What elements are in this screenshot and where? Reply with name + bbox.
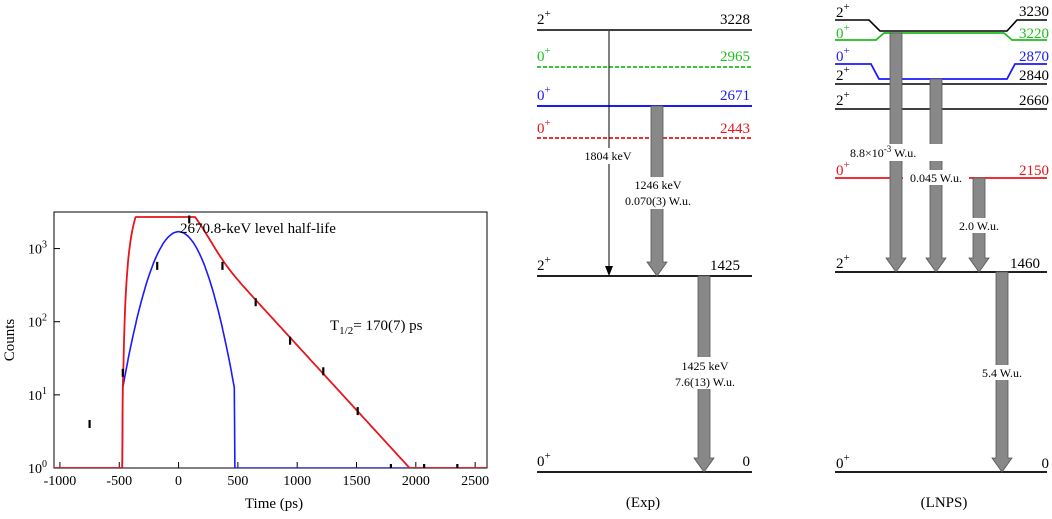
lnps-spin-3220: 0+: [836, 22, 850, 42]
exp-label-1246-energy: 1246 keV: [635, 178, 682, 192]
exp-label-1425-energy: 1425 keV: [682, 359, 729, 373]
prompt-response-curve: [54, 230, 487, 468]
exp-spin-2965: 0+: [537, 45, 551, 65]
exp-energy-2443: 2443: [720, 121, 750, 137]
lnps-energy-0: 0: [1042, 456, 1050, 472]
y-axis-label: Counts: [2, 319, 18, 362]
x-tick-label: 2000: [402, 474, 430, 489]
exp-spin-2443: 0+: [537, 117, 551, 137]
lnps-energy-1460: 1460: [1010, 256, 1040, 272]
lnps-label-2840: 0.045 W.u.: [910, 171, 962, 185]
lnps-level-scheme: 2+ 0+ 0+ 2+ 2+ 0+ 2+ 0+ 3230 3220 2870 2…: [835, 1, 1049, 511]
y-axis-ticks: 100 101 102 103: [28, 240, 60, 477]
decay-fit-curve: [54, 216, 487, 468]
x-tick-label: 1000: [283, 474, 311, 489]
exp-label-1804: 1804 keV: [585, 149, 632, 163]
y-tick-label: 102: [28, 313, 47, 331]
exp-label-1425-bE: 7.6(13) W.u.: [675, 375, 735, 389]
lnps-spin-2660: 2+: [836, 89, 850, 109]
x-axis-ticks: -1000 -500 0 500 1000 1500 2000 2500: [44, 462, 489, 489]
lnps-caption: (LNPS): [921, 495, 968, 511]
y-tick-label: 101: [28, 386, 47, 404]
exp-energy-3228: 3228: [720, 12, 750, 28]
lnps-level-2870: [835, 63, 1047, 80]
plot-title: 2670.8-keV level half-life: [180, 221, 336, 237]
exp-energy-2965: 2965: [720, 49, 750, 65]
exp-caption: (Exp): [626, 495, 660, 511]
x-tick-label: -1000: [44, 474, 77, 489]
x-axis-label: Time (ps): [245, 496, 303, 512]
data-points: [88, 215, 459, 468]
lnps-spin-1460: 2+: [836, 252, 850, 272]
decay-plot: -1000 -500 0 500 1000 1500 2000 2500 1001011021…: [2, 211, 489, 512]
lnps-label-3220: 8.8×10-3 W.u.: [850, 144, 916, 160]
lnps-energy-2660: 2660: [1019, 93, 1049, 109]
exp-energy-1425: 1425: [710, 258, 740, 274]
lnps-spin-0: 0+: [836, 452, 850, 472]
plot-frame: [53, 211, 488, 469]
lnps-label-1460: 5.4 W.u.: [982, 366, 1022, 380]
x-tick-label: 0: [175, 474, 182, 489]
halflife-label: T1/2= 170(7) ps: [330, 318, 423, 337]
exp-spin-1425: 2+: [537, 254, 551, 274]
x-tick-label: 500: [227, 474, 248, 489]
lnps-energy-3230: 3230: [1019, 4, 1049, 20]
exp-energy-0: 0: [743, 454, 751, 470]
lnps-spin-3230: 2+: [836, 1, 850, 21]
lnps-energy-2840: 2840: [1019, 68, 1049, 84]
lnps-spin-2840: 2+: [836, 64, 850, 84]
exp-label-1246-bE: 0.070(3) W.u.: [625, 194, 691, 208]
x-tick-label: -500: [106, 474, 132, 489]
lnps-level-3230: [835, 19, 1047, 32]
lnps-energy-3220: 3220: [1019, 26, 1049, 42]
exp-spin-3228: 2+: [537, 8, 551, 28]
lnps-label-2150: 2.0 W.u.: [959, 219, 999, 233]
exp-spin-0: 0+: [537, 450, 551, 470]
x-tick-label: 1500: [343, 474, 371, 489]
exp-spin-2671: 0+: [537, 84, 551, 104]
x-tick-label: 2500: [461, 474, 489, 489]
lnps-spin-2150: 0+: [836, 159, 850, 179]
exp-energy-2671: 2671: [720, 88, 750, 104]
y-tick-label: 100: [28, 459, 47, 477]
lnps-level-3220: [835, 32, 1047, 41]
lnps-spin-2870: 0+: [836, 45, 850, 65]
exp-level-scheme: 2+ 0+ 0+ 0+ 2+ 0+ 3228 2965 2671 2443 14…: [537, 8, 752, 511]
lnps-energy-2870: 2870: [1019, 49, 1049, 65]
lnps-energy-2150: 2150: [1019, 163, 1049, 179]
y-tick-label: 103: [28, 240, 47, 258]
